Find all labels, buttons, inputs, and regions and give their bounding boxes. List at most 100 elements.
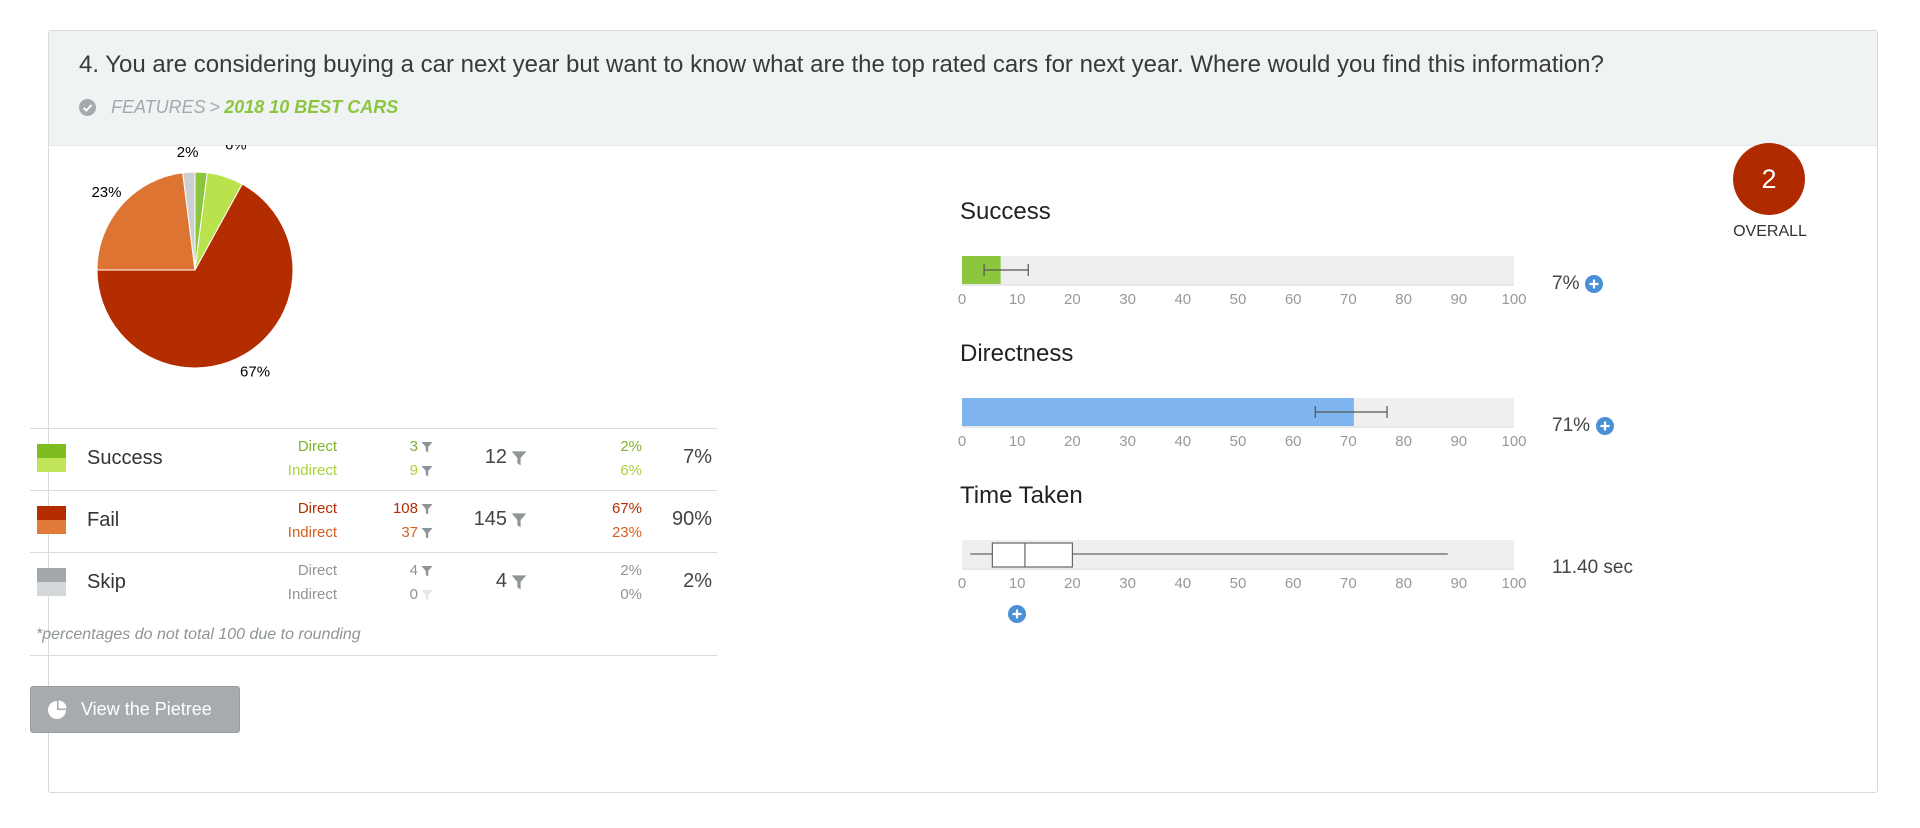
total-count: 4 xyxy=(496,570,527,593)
check-circle-icon xyxy=(79,99,96,116)
pie-chart-icon xyxy=(48,700,67,719)
pie-slice-fail-direct[interactable] xyxy=(96,183,294,369)
indirect-label: Indirect xyxy=(287,586,337,603)
success-value-text: 7% xyxy=(1552,273,1580,294)
indirect-count: 37 xyxy=(401,524,433,541)
time-expand-plus-icon[interactable] xyxy=(1008,605,1026,623)
time-metric-value: 11.40 sec xyxy=(1552,557,1633,579)
filter-icon[interactable] xyxy=(421,527,433,539)
result-pie-chart: 6% 2% 23% 67% xyxy=(91,145,294,381)
footnote: *percentages do not total 100 due to rou… xyxy=(30,614,717,656)
filter-icon[interactable] xyxy=(511,574,527,590)
time-value-text: 11.40 sec xyxy=(1552,557,1633,578)
success-bar-chart: 0 10 20 30 40 50 60 70 80 90 100 xyxy=(958,256,1527,308)
overall-label: OVERALL xyxy=(1733,223,1807,240)
breadcrumb-separator: > xyxy=(209,97,221,117)
axis-tick-label: 70 xyxy=(1340,433,1357,450)
total-percent: 7% xyxy=(683,446,712,468)
pie-label-3: 67% xyxy=(240,364,270,381)
total-percent: 90% xyxy=(671,508,712,530)
category-label: Fail xyxy=(87,509,120,531)
directness-expand-plus-icon[interactable] xyxy=(1596,417,1615,435)
legend-swatch xyxy=(37,444,66,472)
axis-tick-label: 20 xyxy=(1064,291,1081,308)
view-pietree-button[interactable]: View the Pietree xyxy=(30,686,240,733)
directness-metric-value: 71% xyxy=(1552,415,1615,437)
directness-value-text: 71% xyxy=(1552,415,1591,436)
question-result-card: 4. You are considering buying a car next… xyxy=(48,30,1878,793)
indirect-percent: 6% xyxy=(620,462,642,479)
filter-icon[interactable] xyxy=(421,589,433,601)
count-value: 3 xyxy=(409,438,418,455)
direct-count: 3 xyxy=(410,438,433,455)
direct-count: 4 xyxy=(410,562,433,579)
axis-tick-label: 60 xyxy=(1285,433,1302,450)
axis-tick-label: 80 xyxy=(1395,433,1412,450)
breadcrumb-parent[interactable]: FEATURES xyxy=(111,97,206,117)
chart-track xyxy=(962,256,1514,284)
axis-tick-label: 10 xyxy=(1009,433,1026,450)
count-value: 108 xyxy=(392,500,418,517)
total-count-value: 12 xyxy=(484,446,507,468)
question-text: 4. You are considering buying a car next… xyxy=(79,51,1604,78)
indirect-percent: 23% xyxy=(611,524,642,541)
direct-percent: 2% xyxy=(620,438,642,455)
time-metric-title: Time Taken xyxy=(960,482,1083,509)
total-count-value: 4 xyxy=(495,570,507,592)
indirect-label: Indirect xyxy=(287,524,337,541)
pie-slice-skip[interactable] xyxy=(182,171,196,271)
directness-metric-title: Directness xyxy=(960,340,1074,367)
axis-tick-label: 100 xyxy=(1501,433,1526,450)
filter-icon[interactable] xyxy=(511,512,527,528)
filter-icon[interactable] xyxy=(421,503,433,515)
filter-icon[interactable] xyxy=(421,565,433,577)
legend-swatch xyxy=(37,506,66,534)
axis-tick-label: 70 xyxy=(1340,291,1357,308)
breakdown-row-success: Success Direct Indirect 3 9 12 2% 6% 7% xyxy=(30,428,717,490)
pie-slice-fail-indirect[interactable] xyxy=(96,172,196,271)
breadcrumb: FEATURES > 2018 10 BEST CARS xyxy=(79,97,398,118)
axis-tick-label: 40 xyxy=(1174,575,1191,592)
filter-icon[interactable] xyxy=(421,441,433,453)
directness-bar-chart: 0 10 20 30 40 50 60 70 80 90 100 xyxy=(958,398,1527,450)
axis-tick-label: 0 xyxy=(958,433,966,450)
axis-tick-label: 100 xyxy=(1501,291,1526,308)
footnote-text: *percentages do not total 100 due to rou… xyxy=(36,626,361,643)
card-header: 4. You are considering buying a car next… xyxy=(49,31,1877,146)
axis-tick-label: 60 xyxy=(1285,575,1302,592)
axis-tick-label: 20 xyxy=(1064,433,1081,450)
direct-label: Direct xyxy=(297,438,337,455)
category-label: Success xyxy=(87,447,163,469)
total-count: 145 xyxy=(474,508,527,531)
axis-tick-label: 50 xyxy=(1230,291,1247,308)
direct-percent: 2% xyxy=(620,562,642,579)
pie-label-2: 23% xyxy=(91,184,121,201)
time-box-plot: 0 10 20 30 40 50 60 70 80 90 100 xyxy=(958,540,1527,592)
pie-label-1: 2% xyxy=(177,145,199,161)
result-breakdown-table: Success Direct Indirect 3 9 12 2% 6% 7% Fail Direc… xyxy=(30,428,717,656)
view-pietree-label: View the Pietree xyxy=(81,699,212,719)
count-value: 9 xyxy=(409,462,418,479)
count-value: 4 xyxy=(409,562,418,579)
indirect-label: Indirect xyxy=(287,462,337,479)
filter-icon[interactable] xyxy=(421,465,433,477)
axis-tick-label: 80 xyxy=(1395,291,1412,308)
total-percent: 2% xyxy=(683,570,712,592)
axis-tick-label: 70 xyxy=(1340,575,1357,592)
pie-label-0: 6% xyxy=(225,145,247,153)
axis-tick-label: 80 xyxy=(1395,575,1412,592)
breakdown-row-skip: Skip Direct Indirect 4 0 4 2% 0% 2% xyxy=(30,552,717,614)
breadcrumb-current[interactable]: 2018 10 BEST CARS xyxy=(224,97,399,117)
axis-tick-label: 10 xyxy=(1009,575,1026,592)
axis-tick-label: 30 xyxy=(1119,575,1136,592)
direct-label: Direct xyxy=(297,500,337,517)
filter-icon[interactable] xyxy=(511,450,527,466)
count-value: 37 xyxy=(401,524,418,541)
axis-tick-label: 30 xyxy=(1119,433,1136,450)
success-expand-plus-icon[interactable] xyxy=(1585,275,1604,293)
category-label: Skip xyxy=(87,571,126,593)
indirect-count: 0 xyxy=(410,586,433,603)
legend-swatch xyxy=(37,568,66,596)
indirect-percent: 0% xyxy=(620,586,642,603)
value-bar xyxy=(962,398,1354,426)
